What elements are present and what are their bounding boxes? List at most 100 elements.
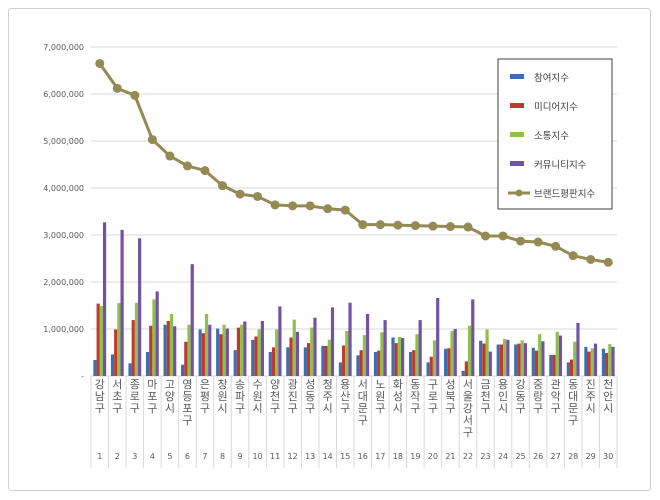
bar-미디어지수-종로구 (131, 320, 135, 376)
bar-커뮤니티지수-동대문구 (576, 322, 580, 376)
bar-커뮤니티지수-영등포구 (190, 264, 194, 376)
category-label-char: 구 (235, 402, 245, 415)
bar-커뮤니티지수-화성시 (401, 337, 405, 376)
category-label-char: 종 (130, 378, 140, 391)
category-label-char: 노 (375, 378, 385, 391)
legend-label-브랜드평판지수: 브랜드평판지수 (534, 189, 595, 200)
category-label-char: 안 (603, 390, 613, 403)
category-label-char: 강 (95, 378, 105, 391)
y-tick-label: 4,000,000 (43, 184, 84, 193)
category-label-char: 은 (200, 378, 210, 391)
bar-커뮤니티지수-관악구 (558, 335, 563, 376)
y-tick-label: 3,000,000 (43, 231, 84, 240)
point-브랜드평판지수-서대문구 (358, 220, 368, 230)
rank-label: 30 (603, 452, 613, 461)
point-브랜드평판지수-서울 강서구 (463, 222, 473, 232)
bar-참여지수-구로구 (426, 362, 430, 376)
category-label-char: 로 (428, 390, 438, 403)
bar-참여지수-창원시 (216, 328, 220, 376)
rank-label: 21 (445, 452, 455, 461)
point-브랜드평판지수-성동구 (305, 201, 315, 211)
category-label-char: 송 (235, 378, 245, 391)
category-label-char: 강 (516, 378, 526, 391)
category-label-char: 구 (340, 402, 350, 415)
legend-swatch-커뮤니티지수 (510, 161, 524, 166)
category-label-char: 서 (463, 378, 473, 391)
category-label-char: 평 (200, 390, 210, 403)
category-label-char: 원 (375, 390, 385, 403)
rank-label: 7 (202, 452, 207, 461)
bar-커뮤니티지수-광진구 (295, 331, 300, 376)
y-tick-label: 7,000,000 (43, 43, 84, 52)
bar-미디어지수-강동구 (517, 343, 521, 376)
bar-참여지수-서대문구 (356, 355, 360, 376)
point-브랜드평판지수-화성시 (393, 220, 403, 230)
y-tick-label: 1,000,000 (43, 325, 84, 334)
category-label-char: 포 (147, 390, 157, 403)
bar-참여지수-관악구 (549, 354, 553, 376)
bar-소통지수-노원구 (380, 332, 384, 376)
category-label-char: 구 (480, 402, 490, 415)
category-label-char: 포 (182, 402, 192, 415)
bar-미디어지수-서울 강서구 (464, 361, 468, 376)
category-label-char: 고 (165, 378, 175, 391)
category-label-char: 시 (253, 402, 263, 415)
legend-swatch-참여지수 (510, 74, 524, 79)
rank-label: 19 (410, 452, 420, 461)
category-label-char: 동 (568, 378, 578, 391)
category-label-char: 영 (182, 378, 192, 391)
category-label-char: 시 (393, 402, 403, 415)
bar-참여지수-강남구 (93, 360, 97, 376)
point-브랜드평판지수-관악구 (551, 241, 561, 251)
y-tick-label: 6,000,000 (43, 90, 84, 99)
bar-미디어지수-구로구 (429, 356, 433, 376)
bar-참여지수-송파구 (233, 350, 237, 376)
bar-커뮤니티지수-종로구 (138, 238, 142, 376)
bar-미디어지수-금천구 (482, 343, 486, 376)
rank-label: 12 (288, 452, 298, 461)
point-브랜드평판지수-용산구 (340, 205, 350, 215)
category-label-char: 시 (603, 402, 613, 415)
bar-소통지수-서초구 (117, 303, 121, 376)
bar-소통지수-천안시 (608, 344, 612, 376)
category-label-char: 진 (586, 378, 596, 391)
point-브랜드평판지수-강남구 (95, 58, 105, 68)
bar-소통지수-은평구 (204, 313, 209, 376)
point-브랜드평판지수-노원구 (375, 220, 385, 230)
bar-참여지수-동작구 (408, 352, 413, 376)
bar-미디어지수-관악구 (552, 354, 556, 376)
category-label-char: 파 (235, 390, 245, 403)
bar-소통지수-송파구 (240, 324, 244, 376)
category-label-char: 서 (463, 414, 473, 427)
point-브랜드평판지수-금천구 (481, 231, 490, 241)
category-label-char: 작 (410, 390, 420, 403)
category-label-char: 용 (340, 378, 350, 391)
bar-참여지수-서초구 (110, 354, 115, 376)
y-tick-label: 5,000,000 (43, 137, 84, 146)
category-label-char: 성 (305, 378, 315, 391)
bar-커뮤니티지수-은평구 (208, 324, 212, 376)
bar-커뮤니티지수-마포구 (155, 291, 159, 376)
bar-참여지수-천안시 (601, 348, 606, 376)
rank-label: 24 (498, 452, 508, 461)
bar-소통지수-창원시 (222, 324, 226, 376)
category-label-char: 등 (182, 390, 192, 403)
point-브랜드평판지수-성북구 (445, 222, 455, 232)
category-label-char: 마 (147, 378, 157, 391)
category-label-char: 진 (288, 390, 298, 403)
bar-소통지수-금천구 (485, 329, 489, 376)
bar-참여지수-중랑구 (531, 347, 535, 376)
bar-참여지수-은평구 (198, 329, 202, 376)
bar-참여지수-화성시 (391, 337, 395, 376)
category-label-char: 원 (253, 390, 263, 403)
bar-소통지수-성동구 (310, 327, 314, 376)
rank-label: 27 (551, 452, 561, 461)
point-브랜드평판지수-동대문구 (568, 251, 578, 261)
y-tick-label: - (81, 372, 84, 381)
bar-커뮤니티지수-용인시 (506, 339, 510, 376)
category-label-char: 구 (182, 414, 192, 427)
bar-미디어지수-용인시 (499, 344, 504, 376)
bar-참여지수-강동구 (514, 344, 518, 376)
bar-참여지수-성북구 (444, 348, 448, 376)
category-label-char: 대 (568, 390, 578, 403)
